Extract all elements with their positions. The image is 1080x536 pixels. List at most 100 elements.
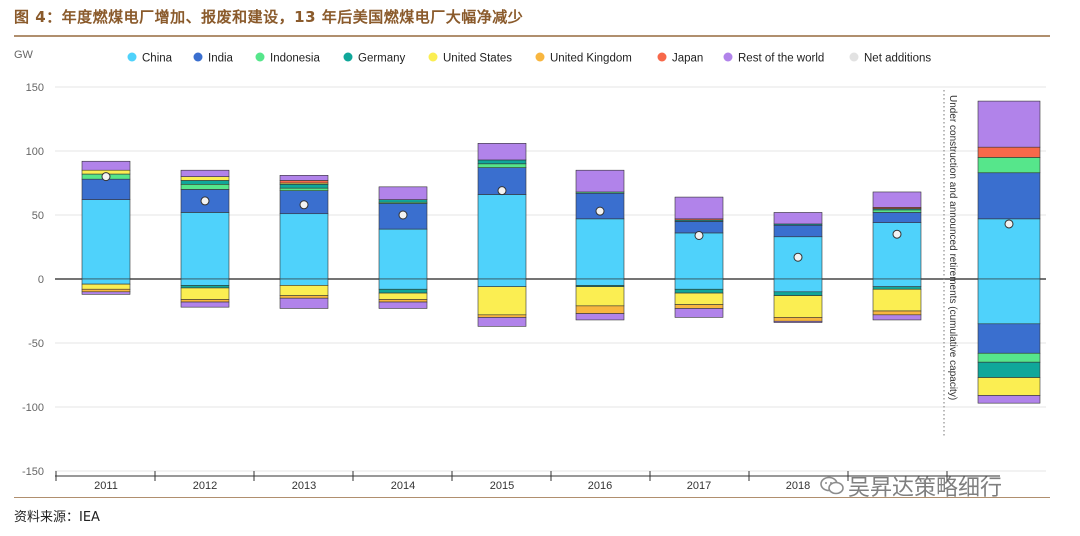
bar-segment-china: [279, 278, 329, 286]
x-tick-label: 2014: [391, 480, 415, 492]
bar-segment-rest-of-the-world: [378, 186, 428, 200]
bar-segment-united-kingdom: [773, 317, 823, 322]
figure-title: 图 4：年度燃煤电厂增加、报废和建设，13 年后美国燃煤电厂大幅净减少: [14, 8, 524, 26]
bar-segment-china: [81, 199, 131, 280]
bar-segment-india: [773, 224, 823, 238]
x-tick-label: 2013: [292, 480, 316, 492]
bar-segment-india: [378, 203, 428, 230]
y-tick-label: -50: [28, 338, 44, 350]
net-additions-marker: [200, 196, 210, 206]
net-additions-marker: [1004, 219, 1014, 229]
bar-segment-germany: [674, 288, 724, 294]
y-tick-label: -100: [22, 402, 44, 414]
bar-segment-germany: [378, 288, 428, 294]
legend-label: Germany: [358, 53, 406, 65]
net-additions-marker: [595, 206, 605, 216]
y-tick-label: 0: [38, 274, 44, 286]
legend-label: India: [208, 53, 234, 65]
x-tick-label: 2015: [490, 480, 514, 492]
bar-segment-rest-of-the-world: [575, 313, 625, 321]
bar-segment-germany: [378, 199, 428, 203]
bar-segment-rest-of-the-world: [674, 196, 724, 220]
legend-item-japan: Japan: [657, 52, 703, 65]
net-additions-marker: [299, 200, 309, 210]
bar-stack-2011: [81, 160, 131, 295]
bar-segment-china: [977, 278, 1041, 325]
bar-segment-china: [279, 213, 329, 280]
bar-segment-japan: [977, 146, 1041, 158]
bar-segment-united-states: [575, 286, 625, 307]
bar-stack-pipeline: [872, 191, 922, 321]
legend-item-indonesia: Indonesia: [255, 52, 320, 65]
footer-rule: [14, 497, 1050, 498]
bar-segment-united-kingdom: [575, 305, 625, 314]
bar-segment-rest-of-the-world: [977, 395, 1041, 404]
bar-segment-rest-of-the-world: [378, 301, 428, 309]
bar-segment-rest-of-the-world: [477, 143, 527, 161]
wechat-icon: [820, 476, 844, 495]
bar-segment-united-states: [872, 288, 922, 312]
x-tick-label: 2016: [588, 480, 612, 492]
legend-label: United Kingdom: [550, 53, 632, 65]
net-additions-marker: [398, 210, 408, 220]
legend-item-united-states: United States: [428, 52, 512, 65]
bar-segment-united-kingdom: [180, 299, 230, 303]
bar-segment-indonesia: [872, 209, 922, 213]
y-tick-label: 150: [26, 82, 44, 94]
chart-bars: [81, 100, 1041, 404]
bar-segment-rest-of-the-world: [575, 169, 625, 193]
bar-segment-rest-of-the-world: [477, 317, 527, 327]
y-tick-label: 50: [32, 210, 44, 222]
bar-segment-rest-of-the-world: [81, 160, 131, 171]
bar-segment-united-kingdom: [279, 295, 329, 299]
legend-label: Japan: [672, 53, 703, 65]
bar-segment-germany: [180, 180, 230, 185]
chart-legend: China India Indonesia Germany United States U…: [127, 52, 931, 65]
net-additions-marker: [101, 172, 111, 182]
bar-segment-germany: [477, 159, 527, 165]
net-additions-marker: [497, 186, 507, 196]
bar-segment-united-states: [977, 377, 1041, 396]
bar-segment-rest-of-the-world: [773, 212, 823, 225]
bar-segment-united-states: [477, 286, 527, 316]
bar-segment-china: [872, 278, 922, 287]
legend-item-germany: Germany: [343, 52, 406, 65]
net-additions-marker: [892, 229, 902, 239]
construction-annotation: Under construction and announced retirem…: [943, 90, 958, 438]
bar-segment-rest-of-the-world: [180, 169, 230, 177]
legend-swatch: [343, 52, 353, 62]
bar-segment-china: [81, 278, 131, 285]
legend-swatch: [127, 52, 137, 62]
legend-item-china: China: [127, 52, 173, 65]
legend-item-net-additions: Net additions: [849, 52, 931, 65]
x-tick-label: 2012: [193, 480, 217, 492]
legend-swatch: [849, 52, 859, 62]
bar-segment-rest-of-the-world: [674, 308, 724, 318]
bar-segment-germany: [977, 361, 1041, 378]
bar-segment-indonesia: [977, 157, 1041, 174]
bar-segment-indonesia: [180, 183, 230, 190]
bar-segment-china: [575, 278, 625, 286]
bar-segment-china: [977, 218, 1041, 280]
bar-segment-china: [674, 278, 724, 290]
bar-segment-rest-of-the-world: [279, 175, 329, 181]
bar-segment-rest-of-the-world: [279, 297, 329, 309]
bar-stack-pipeline: [977, 100, 1041, 404]
x-tick-label: 2017: [687, 480, 711, 492]
bar-segment-china: [180, 212, 230, 280]
bar-segment-china: [477, 278, 527, 287]
y-tick-label: -150: [22, 466, 44, 478]
watermark: 吴昇达策略细行: [820, 470, 1002, 502]
legend-label: Rest of the world: [738, 53, 824, 65]
bar-segment-united-kingdom: [81, 288, 131, 293]
source-note: 资料来源：IEA: [14, 510, 100, 525]
legend-swatch: [428, 52, 438, 62]
bar-segment-china: [575, 218, 625, 280]
legend-item-india: India: [193, 52, 234, 65]
bar-stack-2017: [674, 196, 724, 318]
bar-segment-united-states: [378, 292, 428, 300]
net-additions-marker: [793, 252, 803, 262]
bar-segment-united-states: [773, 295, 823, 318]
title-rule: [14, 35, 1050, 37]
watermark-text: 吴昇达策略细行: [848, 476, 1003, 501]
